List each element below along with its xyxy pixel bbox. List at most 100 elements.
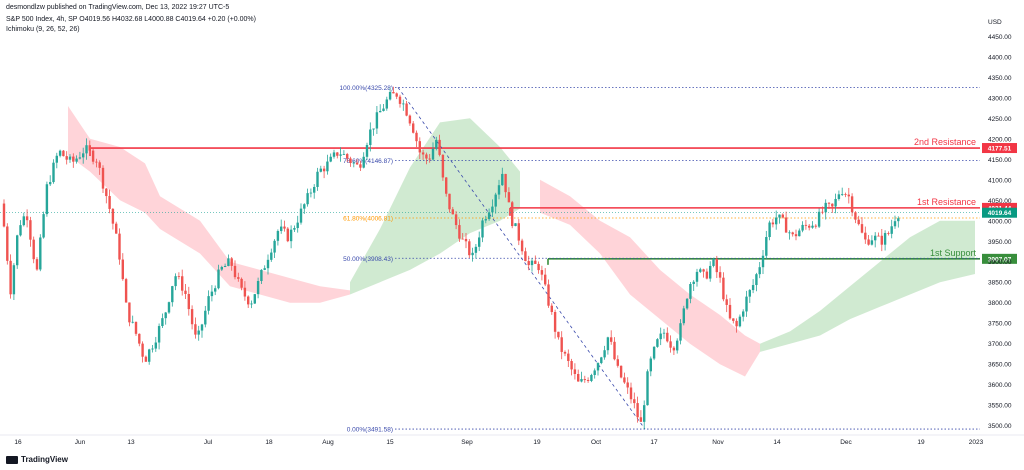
candle-body-109 xyxy=(362,156,365,168)
candle-215 xyxy=(712,257,715,268)
candle-248 xyxy=(821,206,824,215)
candle-body-265 xyxy=(877,235,880,237)
candle-body-21 xyxy=(72,156,75,162)
candle-body-104 xyxy=(346,154,349,159)
candle-16 xyxy=(55,152,58,169)
candle-body-44 xyxy=(148,349,151,362)
candle-body-133 xyxy=(441,154,445,178)
candle-body-253 xyxy=(837,194,841,199)
candle-body-93 xyxy=(309,192,313,194)
candle-128 xyxy=(425,152,428,165)
candle-269 xyxy=(890,219,893,239)
candle-17 xyxy=(58,149,62,158)
candle-72 xyxy=(240,277,243,291)
candle-21 xyxy=(72,153,75,168)
candle-body-83 xyxy=(276,231,280,241)
candle-176 xyxy=(583,375,586,383)
candle-12 xyxy=(42,211,45,239)
candle-body-134 xyxy=(445,177,448,194)
candle-151 xyxy=(501,167,504,186)
candle-175 xyxy=(580,371,583,383)
candle-body-179 xyxy=(593,370,596,375)
candle-210 xyxy=(695,268,699,287)
candle-206 xyxy=(682,305,685,326)
candle-34 xyxy=(115,221,118,234)
candle-94 xyxy=(313,184,316,199)
candle-body-185 xyxy=(613,341,616,360)
candle-25 xyxy=(85,138,88,160)
candle-body-247 xyxy=(817,211,821,227)
candle-body-121 xyxy=(402,103,405,105)
candle-body-260 xyxy=(860,224,864,233)
x-tick-10: 17 xyxy=(650,439,658,446)
candle-body-207 xyxy=(685,298,689,309)
candle-body-76 xyxy=(253,294,256,304)
candle-body-168 xyxy=(557,331,560,338)
candle-65 xyxy=(217,264,220,290)
candle-body-49 xyxy=(164,312,167,319)
candle-257 xyxy=(850,193,854,217)
candle-body-59 xyxy=(197,330,200,335)
candle-166 xyxy=(550,303,553,315)
candle-body-249 xyxy=(824,202,827,213)
candle-191 xyxy=(633,392,636,409)
y-tick-5: 3750.00 xyxy=(988,321,1012,328)
candle-122 xyxy=(405,100,408,117)
candle-183 xyxy=(606,336,610,355)
candle-123 xyxy=(408,114,412,126)
candle-156 xyxy=(517,219,520,246)
candle-78 xyxy=(260,269,263,284)
x-tick-0: 16 xyxy=(14,439,22,446)
candle-body-236 xyxy=(781,214,784,218)
candle-body-256 xyxy=(847,194,850,197)
tradingview-logo[interactable]: TradingView xyxy=(6,455,68,464)
candle-body-261 xyxy=(864,232,867,240)
candle-59 xyxy=(197,325,200,341)
candle-body-58 xyxy=(194,324,197,335)
candle-body-198 xyxy=(656,339,659,347)
candle-131 xyxy=(435,136,438,151)
candle-body-86 xyxy=(286,228,289,242)
candle-139 xyxy=(461,233,464,240)
candle-body-155 xyxy=(514,223,517,227)
candle-body-32 xyxy=(108,196,111,209)
candle-body-126 xyxy=(418,141,421,153)
candle-body-245 xyxy=(811,225,814,228)
candle-63 xyxy=(210,285,214,302)
candle-265 xyxy=(877,232,880,237)
candle-218 xyxy=(722,272,725,302)
candle-254 xyxy=(841,187,844,196)
candle-245 xyxy=(811,221,814,229)
candle-body-146 xyxy=(484,219,487,221)
level-tag-2: 3907.07 xyxy=(988,256,1012,263)
candle-body-225 xyxy=(745,296,748,312)
candle-body-189 xyxy=(626,382,629,388)
candle-body-16 xyxy=(55,155,58,163)
candle-143 xyxy=(474,243,478,259)
x-tick-14: 19 xyxy=(917,439,925,446)
candle-body-48 xyxy=(161,318,164,327)
candle-225 xyxy=(745,290,748,317)
candle-95 xyxy=(316,167,319,191)
candle-22 xyxy=(75,155,78,164)
candle-145 xyxy=(481,217,484,243)
y-tick-16: 4300.00 xyxy=(988,95,1012,102)
tradingview-brand: TradingView xyxy=(21,455,68,464)
indicator-legend[interactable]: Ichimoku (9, 26, 52, 26) xyxy=(6,26,80,33)
candle-1 xyxy=(6,223,9,265)
candle-body-139 xyxy=(461,238,464,240)
candle-153 xyxy=(507,187,511,203)
y-tick-17: 4350.00 xyxy=(988,75,1012,82)
candle-30 xyxy=(101,165,105,193)
candle-body-221 xyxy=(732,318,735,321)
symbol-legend[interactable]: S&P 500 Index, 4h, SP O4019.56 H4032.68 … xyxy=(6,16,256,23)
candle-18 xyxy=(62,150,65,157)
candle-body-69 xyxy=(230,258,233,266)
candle-158 xyxy=(524,247,527,262)
candle-body-6 xyxy=(22,216,25,226)
level-label-1: 1st Resistance xyxy=(917,197,976,207)
candle-211 xyxy=(699,267,702,273)
candle-body-17 xyxy=(58,150,62,156)
